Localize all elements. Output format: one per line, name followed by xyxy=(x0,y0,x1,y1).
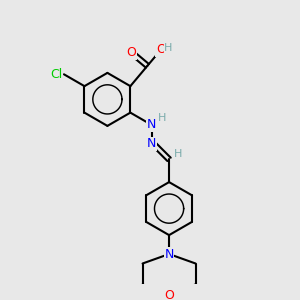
Text: N: N xyxy=(147,118,156,131)
Text: N: N xyxy=(147,137,156,150)
Text: H: H xyxy=(174,149,183,159)
Text: N: N xyxy=(164,248,174,260)
Text: H: H xyxy=(158,113,166,123)
Text: H: H xyxy=(164,43,172,53)
Text: O: O xyxy=(156,44,166,56)
Text: O: O xyxy=(127,46,136,59)
Text: O: O xyxy=(164,289,174,300)
Text: Cl: Cl xyxy=(50,68,62,81)
